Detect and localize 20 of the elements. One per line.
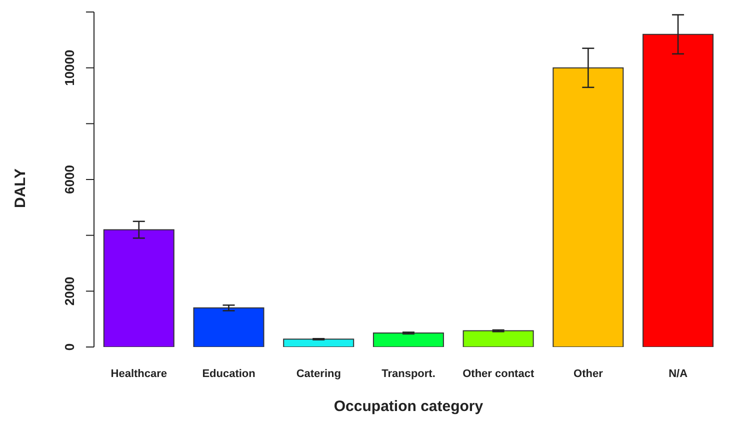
x-tick-label: Catering	[296, 368, 341, 380]
bar	[103, 229, 174, 347]
bar	[462, 330, 534, 347]
y-tick-label: 2000	[62, 276, 77, 306]
y-tick-label: 10000	[62, 50, 77, 86]
x-tick-label: Other contact	[462, 368, 534, 380]
bar	[552, 67, 624, 347]
bar	[283, 338, 354, 347]
x-tick-label: Transport.	[382, 368, 436, 380]
bar	[642, 34, 714, 347]
x-tick-label: Healthcare	[110, 368, 168, 380]
x-tick-label: Other	[574, 368, 604, 380]
y-tick-label: 6000	[62, 165, 77, 194]
bar	[193, 307, 264, 347]
bar	[372, 332, 444, 347]
x-tick-label: Education	[202, 368, 256, 380]
x-tick-label: N/A	[668, 368, 688, 380]
y-tick-label: 0	[62, 343, 77, 351]
y-axis-title: DALY	[12, 168, 29, 208]
x-axis-title: Occupation category	[332, 398, 484, 415]
